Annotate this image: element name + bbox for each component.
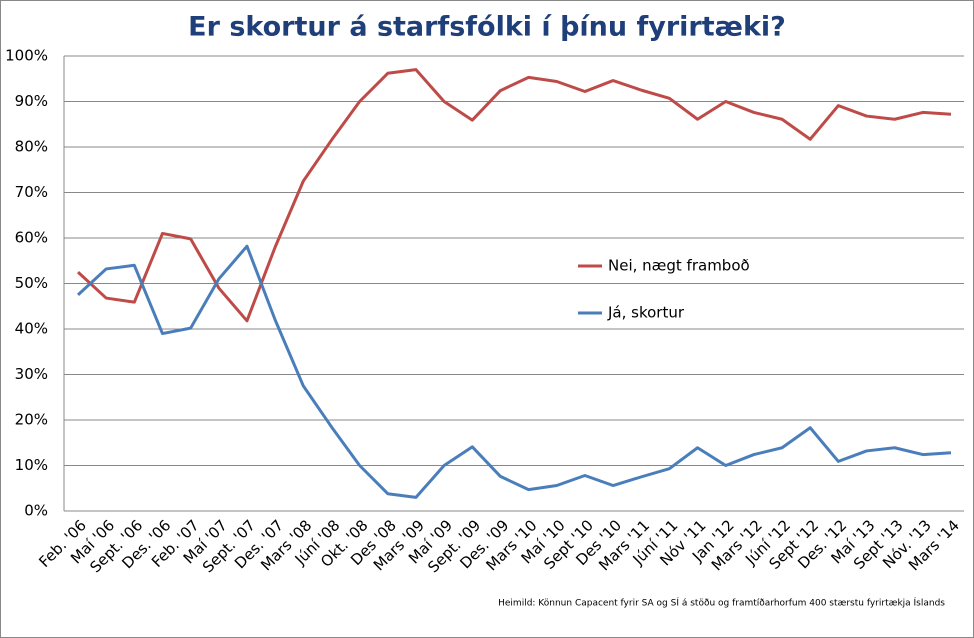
y-tick-label: 100% (5, 47, 48, 65)
series-line (76, 68, 952, 323)
y-tick-label: 40% (15, 320, 48, 338)
source-note: Heimild: Könnun Capacent fyrir SA og SÍ … (498, 597, 945, 609)
y-tick-label: 20% (15, 411, 48, 429)
y-tick-label: 80% (15, 138, 48, 156)
y-tick-label: 0% (24, 502, 48, 520)
y-tick-label: 50% (15, 274, 48, 292)
legend-label: Já, skortur (607, 304, 685, 322)
chart-title: Er skortur á starfsfólki í þínu fyrirtæk… (188, 12, 786, 43)
series-line (76, 244, 952, 499)
y-tick-label: 30% (15, 365, 48, 383)
y-tick-label: 70% (15, 183, 48, 201)
legend-label: Nei, nægt framboð (608, 257, 750, 275)
y-tick-label: 10% (15, 456, 48, 474)
y-tick-label: 90% (15, 92, 48, 110)
y-tick-label: 60% (15, 229, 48, 247)
